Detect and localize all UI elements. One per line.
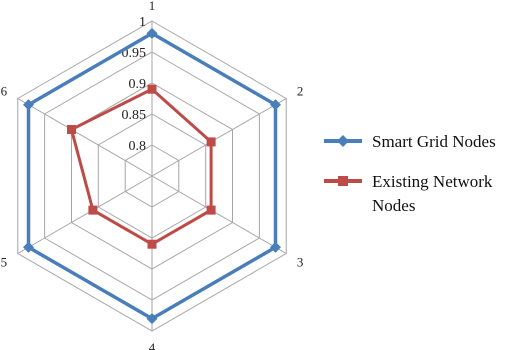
- axis-label-5: 5: [1, 255, 8, 270]
- tick-label: 0.9: [129, 77, 147, 92]
- series-1: [67, 84, 216, 249]
- legend-swatch-existing-network: [324, 176, 362, 186]
- data-point: [147, 84, 157, 94]
- axis-label-6: 6: [1, 84, 8, 99]
- data-point: [206, 137, 216, 147]
- data-point: [147, 239, 157, 249]
- data-point: [67, 125, 76, 134]
- axis-label-1: 1: [149, 0, 156, 13]
- axis-label-4: 4: [149, 340, 156, 350]
- series-0: [23, 27, 281, 325]
- tick-label: 1: [139, 15, 146, 30]
- legend-item-existing-network: Existing Network Nodes: [322, 166, 522, 218]
- data-point: [269, 241, 281, 253]
- grid-spoke-2: [151, 98, 287, 177]
- data-point: [269, 99, 281, 111]
- legend-swatch-smart-grid: [324, 135, 362, 147]
- tick-label: 0.95: [122, 46, 147, 61]
- data-point: [206, 205, 216, 215]
- legend-label-existing-network: Existing Network Nodes: [372, 172, 493, 215]
- data-point: [146, 27, 158, 39]
- radar-series: [23, 27, 281, 325]
- data-point: [23, 99, 35, 111]
- legend: Smart Grid Nodes Existing Network Nodes: [322, 126, 522, 218]
- radar-tick-labels: 0.8 0.85 0.9 0.95 1: [122, 15, 147, 154]
- axis-label-3: 3: [297, 255, 304, 270]
- radar-grid: [17, 20, 287, 332]
- grid-spoke-5: [17, 175, 153, 254]
- tick-label: 0.8: [129, 139, 147, 154]
- data-point: [88, 205, 98, 215]
- radar-axis-labels: 1 2 3 4 5 6: [1, 0, 304, 350]
- grid-spoke-6: [17, 98, 153, 177]
- data-point: [23, 241, 35, 253]
- tick-label: 0.85: [122, 108, 147, 123]
- legend-label-smart-grid: Smart Grid Nodes: [372, 132, 496, 151]
- legend-item-smart-grid: Smart Grid Nodes: [322, 126, 522, 166]
- data-point: [146, 313, 158, 325]
- axis-label-2: 2: [297, 84, 304, 99]
- grid-spoke-3: [151, 175, 287, 254]
